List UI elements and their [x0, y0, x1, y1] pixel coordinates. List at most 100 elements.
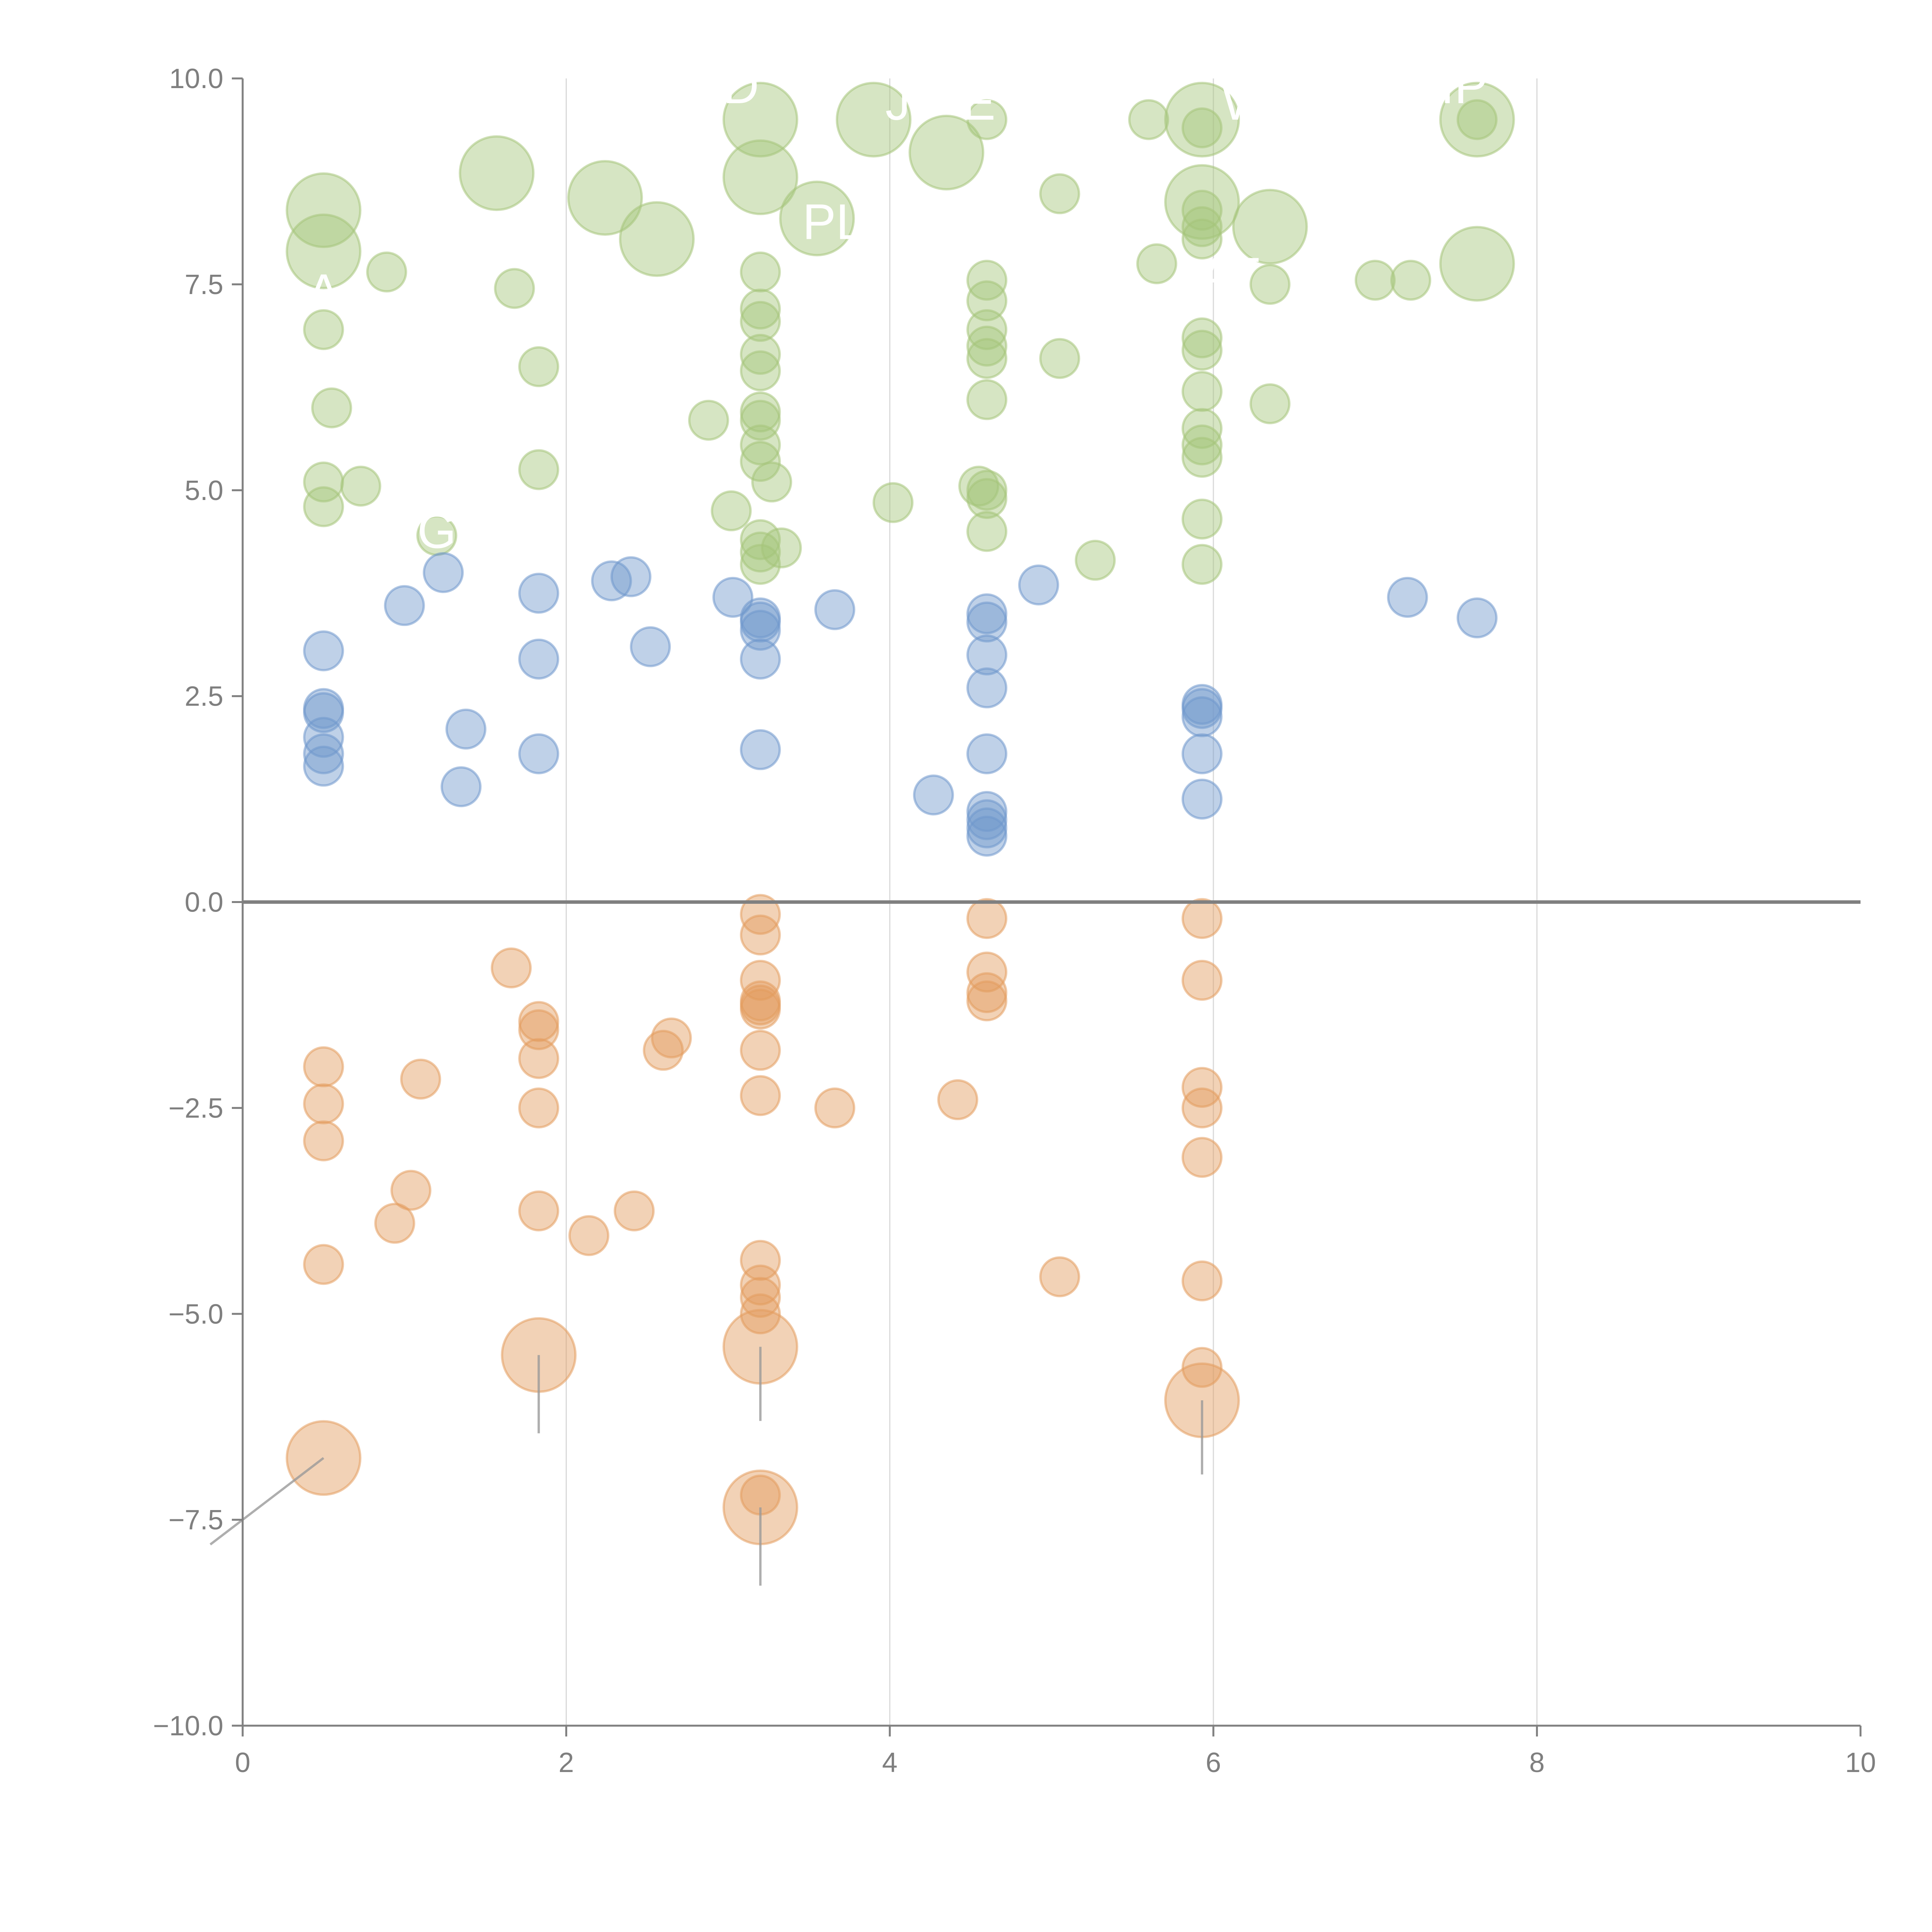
bubble-blue — [518, 733, 560, 774]
bubble-green — [722, 82, 798, 158]
bubble-orange — [643, 1030, 684, 1071]
bubble-blue — [966, 667, 1008, 709]
y-tick-label: −5.0 — [168, 1299, 223, 1330]
bubble-blue — [1456, 597, 1498, 639]
x-tick-label: 0 — [235, 1747, 250, 1778]
bubble-orange — [651, 1017, 692, 1059]
bubble-orange — [740, 1030, 781, 1071]
bubble-blue — [518, 573, 560, 614]
bubble-green — [966, 511, 1008, 552]
bubble-green — [286, 213, 362, 289]
x-tick-label: 10 — [1845, 1747, 1876, 1778]
bubble-orange — [966, 898, 1008, 939]
bubble-blue — [740, 638, 781, 680]
axes: −10.0 −7.5 −5.0 −2.5 0.0 2.5 5.0 7.5 10.0 0 2 4 6 8 10 — [153, 63, 1876, 1778]
bubble-orange — [740, 1240, 781, 1281]
bubble-blue — [913, 774, 954, 816]
bubble-orange — [1181, 959, 1223, 1001]
bubble-green — [303, 486, 344, 527]
annotation-label: E — [962, 74, 996, 131]
bubble-green — [1181, 424, 1223, 466]
bubble-layer — [286, 82, 1515, 1546]
bubble-orange — [1181, 898, 1223, 939]
bubble-blue — [1181, 696, 1223, 737]
bubble-blue — [518, 638, 560, 680]
y-tick-label: 2.5 — [185, 681, 223, 712]
bubble-green — [1181, 498, 1223, 540]
bubble-green — [740, 288, 781, 330]
bubble-blue — [445, 708, 486, 750]
bubble-green — [835, 82, 912, 158]
bubble-green — [966, 379, 1008, 420]
bubble-blue — [712, 577, 753, 618]
bubble-green — [619, 201, 695, 277]
bubble-green — [740, 441, 781, 482]
bubble-orange — [518, 1038, 560, 1079]
bubble-green — [740, 251, 781, 293]
bubble-orange — [400, 1058, 441, 1100]
bubble-orange — [814, 1087, 855, 1129]
bubble-green — [1181, 437, 1223, 478]
bubble-green — [966, 280, 1008, 321]
x-tick-label: 6 — [1206, 1747, 1221, 1778]
bubble-green — [722, 139, 798, 215]
annotation-label: W — [1222, 74, 1270, 131]
x-tick-label: 2 — [558, 1747, 574, 1778]
bubble-orange — [740, 894, 781, 935]
annotation-label: G — [417, 502, 456, 559]
bubble-green — [1181, 408, 1223, 449]
bubble-green — [1181, 330, 1223, 371]
bubble-green — [1439, 82, 1515, 158]
bubble-green — [1039, 173, 1080, 214]
bubble-green — [872, 482, 914, 523]
bubble-green — [740, 400, 781, 441]
bubble-orange — [303, 1244, 344, 1285]
bubble-green — [459, 135, 535, 211]
bubble-orange — [518, 1009, 560, 1050]
bubble-orange — [740, 914, 781, 956]
bubble-blue — [423, 552, 464, 593]
bubble-blue — [814, 589, 855, 630]
annotation-label: A — [307, 264, 340, 320]
bubble-orange — [303, 1046, 344, 1087]
bubble-blue — [303, 733, 344, 774]
y-tick-label: 5.0 — [185, 475, 223, 506]
bubble-green — [518, 346, 560, 388]
bubble-green — [966, 478, 1008, 519]
bubble-orange — [1181, 1347, 1223, 1388]
bubble-green — [1181, 544, 1223, 585]
bubble-blue — [303, 630, 344, 672]
bubble-blue — [630, 626, 671, 667]
bubble-orange — [937, 1079, 978, 1121]
y-tick-label: 0.0 — [185, 887, 223, 918]
bubble-green — [567, 160, 643, 236]
bubble-green — [740, 301, 781, 342]
bubble-orange — [1181, 1137, 1223, 1178]
bubble-green — [518, 449, 560, 490]
bubble-green — [966, 99, 1008, 140]
annotation-label: AT — [1199, 247, 1260, 303]
bubble-green — [1181, 206, 1223, 247]
bubble-orange — [303, 1083, 344, 1124]
bubble-green — [1181, 371, 1223, 412]
annotation-label: IP — [1440, 58, 1488, 114]
bubble-blue — [303, 692, 344, 733]
bubble-green — [1039, 338, 1080, 379]
bubble-blue — [740, 610, 781, 651]
bubble-blue — [1181, 779, 1223, 820]
bubble-green — [1249, 264, 1291, 305]
bubble-blue — [384, 585, 425, 626]
bubble-orange — [374, 1202, 415, 1244]
bubble-green — [366, 251, 407, 293]
bubble-orange — [740, 1264, 781, 1306]
bubble-orange — [1181, 1067, 1223, 1108]
bubble-green — [494, 268, 535, 309]
bubble-blue — [440, 766, 482, 808]
annotation-label: D — [723, 58, 759, 114]
y-tick-label: −2.5 — [168, 1093, 223, 1124]
bubble-blue — [966, 815, 1008, 857]
bubble-orange — [1181, 1260, 1223, 1301]
bubble-green — [966, 325, 1008, 367]
bubble-blue — [740, 729, 781, 770]
